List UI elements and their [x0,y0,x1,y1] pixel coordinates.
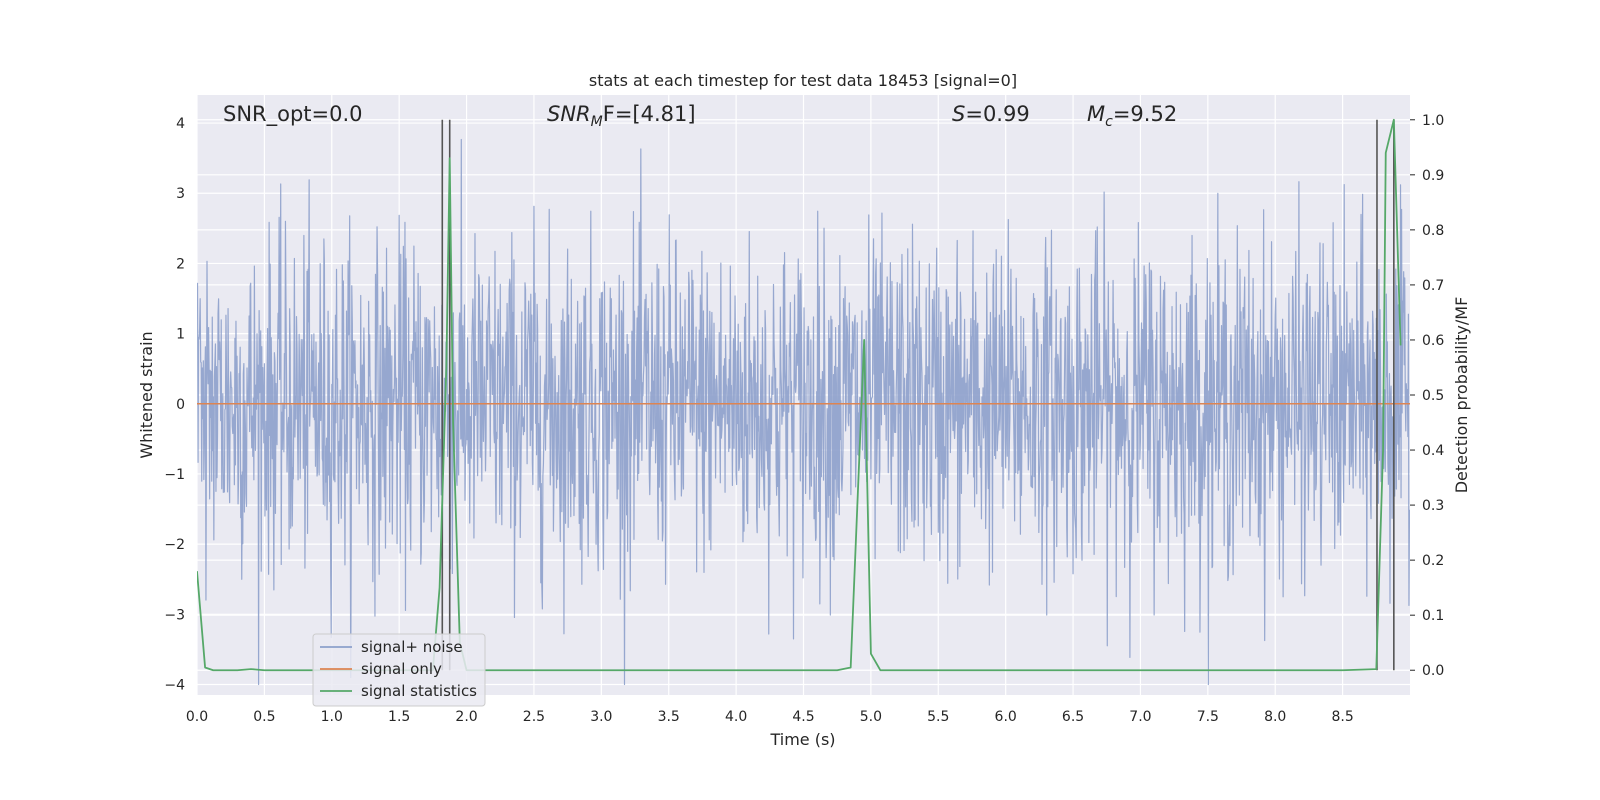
y-left-tick-label-7: −3 [164,607,185,623]
y-left-tick-label-3: 1 [176,327,185,343]
annotation-snr-opt: SNR_opt=0.0 [223,102,363,127]
x-tick-label-1: 0.5 [253,709,275,725]
x-tick-label-10: 5.0 [860,709,882,725]
y-right-tick-label-2: 0.8 [1422,223,1444,239]
annotation-snr-mf: SNRMF=[4.81] [547,102,696,130]
y-right-tick-label-8: 0.2 [1422,553,1444,569]
x-tick-label-17: 8.5 [1331,709,1353,725]
x-tick-label-13: 6.5 [1062,709,1084,725]
y-left-tick-label-4: 0 [176,397,185,413]
x-tick-label-6: 3.0 [590,709,612,725]
y-right-tick-label-10: 0.0 [1422,663,1444,679]
annotation-s: S=0.99 [952,102,1030,126]
mc-sub: c [1105,114,1113,130]
x-tick-label-4: 2.0 [455,709,477,725]
y-right-tick-label-1: 0.9 [1422,168,1444,184]
x-tick-label-16: 8.0 [1264,709,1286,725]
x-tick-label-11: 5.5 [927,709,949,725]
series-signal-noise [197,138,1410,686]
legend-label-signal-only: signal only [361,660,442,678]
x-tick-label-9: 4.5 [792,709,814,725]
y-right-tick-label-9: 0.1 [1422,608,1444,624]
x-tick-label-15: 7.5 [1197,709,1219,725]
y-right-tick-label-4: 0.6 [1422,333,1444,349]
y-left-tick-label-2: 2 [176,256,185,272]
y-right-tick-label-7: 0.3 [1422,498,1444,514]
snr-mf-main: SNR [547,102,591,126]
legend-label-signal-noise: signal+ noise [361,638,463,656]
x-tick-label-7: 3.5 [658,709,680,725]
y-right-tick-label-0: 1.0 [1422,113,1444,129]
legend-box [312,633,486,707]
chart-title: stats at each timestep for test data 184… [589,71,1017,90]
x-tick-label-12: 6.0 [995,709,1017,725]
y-left-tick-label-0: 4 [176,116,185,132]
legend-label-signal-statistics: signal statistics [361,682,477,700]
legend: signal+ noise signal only signal statist… [312,633,486,707]
x-tick-label-14: 7.0 [1129,709,1151,725]
y-left-axis-label: Whitened strain [137,331,156,458]
y-left-tick-label-6: −2 [164,537,185,553]
y-left-tick-labels: 4 3 2 1 0 −1 −2 −3 −4 [164,116,185,693]
y-right-tick-label-6: 0.4 [1422,443,1444,459]
mc-tail: =9.52 [1113,102,1177,126]
x-tick-label-8: 4.0 [725,709,747,725]
x-tick-label-5: 2.5 [523,709,545,725]
x-tick-labels: 0.0 0.5 1.0 1.5 2.0 2.5 3.0 3.5 4.0 4.5 5.0 5.5 6.0 6… [186,709,1354,725]
y-right-tick-labels: 1.0 0.9 0.8 0.7 0.6 0.5 0.4 0.3 0.2 0.1 0.0 [1422,113,1444,679]
s-main: S [952,102,965,126]
x-tick-label-2: 1.0 [321,709,343,725]
y-right-tick-label-5: 0.5 [1422,388,1444,404]
snr-mf-tail: F=[4.81] [603,102,696,126]
mc-main: M [1087,102,1105,126]
x-tick-label-3: 1.5 [388,709,410,725]
y-left-tick-label-5: −1 [164,467,185,483]
snr-mf-sub: M [591,114,603,130]
y-left-tick-label-1: 3 [176,186,185,202]
s-tail: =0.99 [965,102,1029,126]
y-left-tick-label-8: −4 [164,677,185,693]
annotation-mc: Mc=9.52 [1087,102,1177,130]
x-axis-label: Time (s) [769,730,835,749]
y-right-axis-label: Detection probability/MF [1452,297,1471,494]
y-right-tick-label-3: 0.7 [1422,278,1444,294]
x-tick-label-0: 0.0 [186,709,208,725]
